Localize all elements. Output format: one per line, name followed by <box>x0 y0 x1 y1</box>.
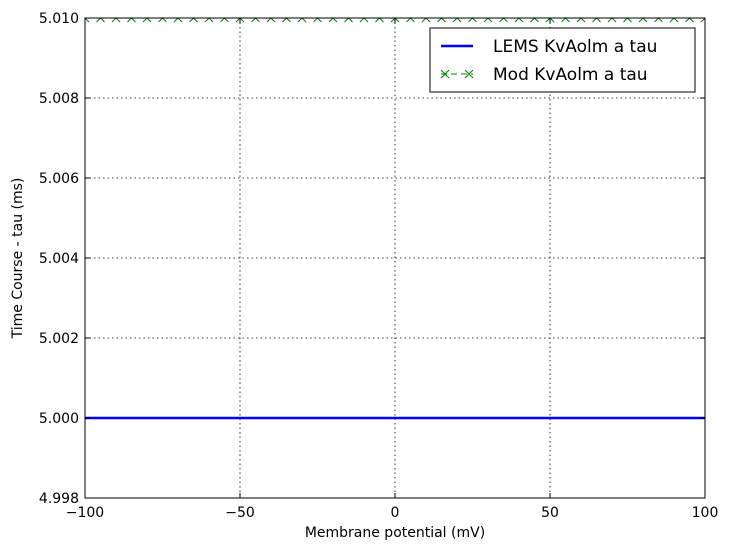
legend-marker <box>464 69 474 79</box>
series-point-mod <box>452 18 462 23</box>
series-point-mod <box>592 18 601 23</box>
series-point-mod <box>251 18 260 23</box>
series-point-mod <box>127 18 136 23</box>
series-point-mod <box>514 18 524 23</box>
series-point-mod <box>530 18 539 23</box>
y-tick-label: 5.004 <box>39 251 79 267</box>
series-point-mod <box>266 18 276 23</box>
x-tick-label: 100 <box>692 505 719 521</box>
legend-entry: Mod KvAolm a tau <box>440 65 648 85</box>
legend: LEMS KvAolm a tau Mod KvAolm a tau <box>429 27 696 93</box>
series-point-mod <box>359 18 369 23</box>
series-point-mod <box>700 18 705 23</box>
series-point-mod <box>421 18 431 23</box>
series-point-mod <box>189 18 198 23</box>
series-point-mod <box>437 18 446 23</box>
y-tick-label: 5.006 <box>39 171 79 187</box>
series-layer <box>85 18 705 420</box>
y-tick-label: 5.002 <box>39 331 79 347</box>
y-tick-label: 5.008 <box>39 91 79 107</box>
series-point-mod <box>483 18 493 23</box>
series-point-mod <box>96 18 105 23</box>
axis-ticks <box>84 17 706 499</box>
legend-entry: LEMS KvAolm a tau <box>441 37 657 57</box>
series-point-mod <box>344 18 353 23</box>
x-tick-label: −100 <box>66 505 104 521</box>
series-point-mod <box>235 18 245 23</box>
x-axis-label: Membrane potential (mV) <box>305 525 485 541</box>
legend-label: LEMS KvAolm a tau <box>493 37 657 57</box>
y-tick-label: 5.000 <box>39 411 79 427</box>
series-point-mod <box>638 18 648 23</box>
series-point-mod <box>220 18 229 23</box>
series-point-mod <box>204 18 214 23</box>
y-axis-label: Time Course - tau (ms) <box>10 178 26 340</box>
legend-marker <box>440 69 450 79</box>
series-point-mod <box>654 18 663 23</box>
series-point-mod <box>313 18 322 23</box>
series-point-mod <box>297 18 307 23</box>
series-point-mod <box>669 18 679 23</box>
series-point-mod <box>142 18 152 23</box>
series-point-mod <box>328 18 338 23</box>
series-point-mod <box>607 18 617 23</box>
series-point-mod <box>158 18 167 23</box>
series-point-mod <box>468 18 477 23</box>
series-point-mod <box>545 18 555 23</box>
series-point-mod <box>561 18 570 23</box>
series-point-mod <box>623 18 632 23</box>
series-point-mod <box>499 18 508 23</box>
series-point-mod <box>173 18 183 23</box>
series-point-mod <box>685 18 694 23</box>
series-point-mod <box>406 18 415 23</box>
y-tick-label: 5.010 <box>39 11 79 27</box>
legend-label: Mod KvAolm a tau <box>493 65 648 85</box>
legend-box <box>429 27 696 93</box>
series-point-mod <box>576 18 586 23</box>
x-tick-label: 0 <box>391 505 400 521</box>
x-tick-label: −50 <box>225 505 255 521</box>
series-point-mod <box>85 18 90 23</box>
x-tick-label: 50 <box>541 505 559 521</box>
series-point-mod <box>390 18 400 23</box>
tick-labels: −100 −50 0 50 100 4.998 5.000 5.002 5.004 5.006 5.… <box>39 11 718 521</box>
grid-lines <box>85 18 705 498</box>
series-point-mod <box>375 18 384 23</box>
series-point-mod <box>111 18 121 23</box>
y-tick-label: 4.998 <box>39 491 79 507</box>
series-point-mod <box>282 18 291 23</box>
